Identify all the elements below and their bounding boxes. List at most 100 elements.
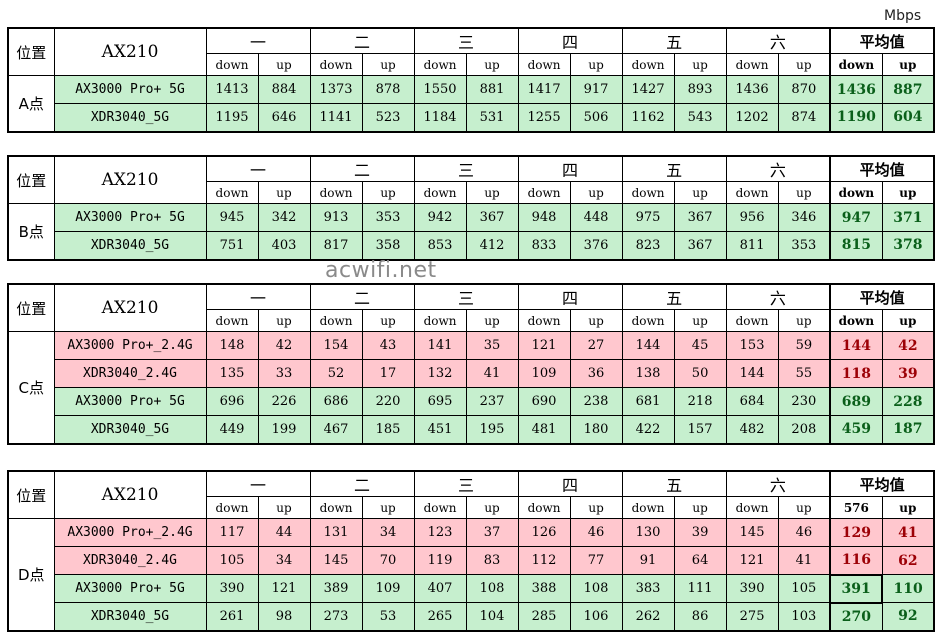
up-subheader: up	[361, 181, 415, 204]
down-value: 833	[517, 231, 571, 260]
up-value: 34	[257, 546, 311, 575]
up-value: 108	[569, 574, 623, 603]
up-subheader: up	[777, 309, 831, 332]
down-subheader: down	[621, 53, 675, 76]
router-label: AX3000 Pro+ 5G	[53, 75, 207, 104]
up-subheader: up	[673, 309, 727, 332]
up-value: 53	[361, 602, 415, 631]
router-label: AX3000 Pro+ 5G	[53, 203, 207, 232]
down-subheader: down	[205, 181, 259, 204]
up-value: 543	[673, 103, 727, 132]
up-value: 346	[777, 203, 831, 232]
down-value: 449	[205, 415, 259, 444]
up-value: 41	[465, 359, 519, 388]
down-value: 126	[517, 518, 571, 547]
up-subheader: up	[569, 309, 623, 332]
down-value: 681	[621, 387, 675, 416]
down-value: 686	[309, 387, 363, 416]
position-header: 位置	[7, 470, 55, 519]
down-value: 121	[725, 546, 779, 575]
router-label: XDR3040_5G	[53, 415, 207, 444]
up-value: 226	[257, 387, 311, 416]
down-value: 481	[517, 415, 571, 444]
table-row: XDR3040_5G 751 403 817 358 853 412 833 376 823 367…	[8, 231, 935, 260]
down-subheader: down	[205, 53, 259, 76]
day-header: 三	[413, 470, 519, 497]
down-value: 135	[205, 359, 259, 388]
up-value: 36	[569, 359, 623, 388]
down-value: 132	[413, 359, 467, 388]
table-row: AX3000 Pro+ 5G 390 121 389 109 407 108 388 108 38…	[8, 573, 935, 604]
down-value: 123	[413, 518, 467, 547]
up-subheader: up	[465, 53, 519, 76]
down-value: 109	[517, 359, 571, 388]
table-point-0: 位置 AX210 一二三四五六平均值 down up down up down up down up…	[7, 27, 936, 133]
down-value: 112	[517, 546, 571, 575]
up-subheader: up	[777, 496, 831, 519]
up-value: 220	[361, 387, 415, 416]
up-subheader: up	[569, 181, 623, 204]
down-subheader: down	[309, 309, 363, 332]
point-label: D点	[7, 518, 55, 631]
average-up-value: 62	[881, 546, 935, 575]
up-value: 42	[257, 331, 311, 360]
day-header: 二	[309, 155, 415, 182]
up-subheader: up	[673, 181, 727, 204]
down-subheader: down	[517, 181, 571, 204]
up-value: 448	[569, 203, 623, 232]
average-down-value: 815	[829, 231, 883, 260]
down-value: 1184	[413, 103, 467, 132]
down-value: 390	[205, 574, 259, 603]
day-header: 一	[205, 27, 311, 54]
up-value: 83	[465, 546, 519, 575]
down-value: 1202	[725, 103, 779, 132]
day-header: 二	[309, 27, 415, 54]
down-value: 154	[309, 331, 363, 360]
down-subheader: down	[413, 309, 467, 332]
day-header: 一	[205, 470, 311, 497]
down-subheader: down	[517, 496, 571, 519]
up-value: 376	[569, 231, 623, 260]
up-value: 358	[361, 231, 415, 260]
down-subheader: 576	[829, 496, 883, 519]
down-value: 1436	[725, 75, 779, 104]
up-value: 46	[569, 518, 623, 547]
down-value: 942	[413, 203, 467, 232]
down-subheader: down	[829, 181, 883, 204]
up-value: 35	[465, 331, 519, 360]
up-value: 46	[777, 518, 831, 547]
down-subheader: down	[205, 496, 259, 519]
up-value: 531	[465, 103, 519, 132]
table-point-2: 位置 AX210 一二三四五六平均值 down up down up down up down up…	[7, 283, 936, 445]
table-row: XDR3040_2.4G 135 33 52 17 132 41 109 36 138 50 144 5…	[8, 359, 935, 388]
up-value: 342	[257, 203, 311, 232]
up-value: 37	[465, 518, 519, 547]
table-row: XDR3040_5G 261 98 273 53 265 104 285 106 262 86 275…	[8, 602, 935, 631]
up-value: 185	[361, 415, 415, 444]
up-subheader: up	[673, 53, 727, 76]
down-subheader: down	[413, 496, 467, 519]
up-value: 59	[777, 331, 831, 360]
up-value: 34	[361, 518, 415, 547]
up-value: 412	[465, 231, 519, 260]
day-header: 四	[517, 283, 623, 310]
up-value: 108	[465, 574, 519, 603]
up-value: 105	[777, 574, 831, 603]
router-label: AX3000 Pro+_2.4G	[53, 518, 207, 547]
up-subheader: up	[257, 309, 311, 332]
up-value: 523	[361, 103, 415, 132]
up-value: 230	[777, 387, 831, 416]
up-subheader: up	[257, 496, 311, 519]
down-subheader: down	[413, 181, 467, 204]
average-header: 平均值	[829, 283, 935, 310]
up-value: 77	[569, 546, 623, 575]
average-down-value: 689	[829, 387, 883, 416]
down-value: 451	[413, 415, 467, 444]
down-value: 148	[205, 331, 259, 360]
down-value: 130	[621, 518, 675, 547]
router-label: XDR3040_5G	[53, 231, 207, 260]
day-header: 五	[621, 283, 727, 310]
up-value: 367	[673, 231, 727, 260]
average-up-value: 41	[881, 518, 935, 547]
unit-label: Mbps	[884, 8, 922, 24]
